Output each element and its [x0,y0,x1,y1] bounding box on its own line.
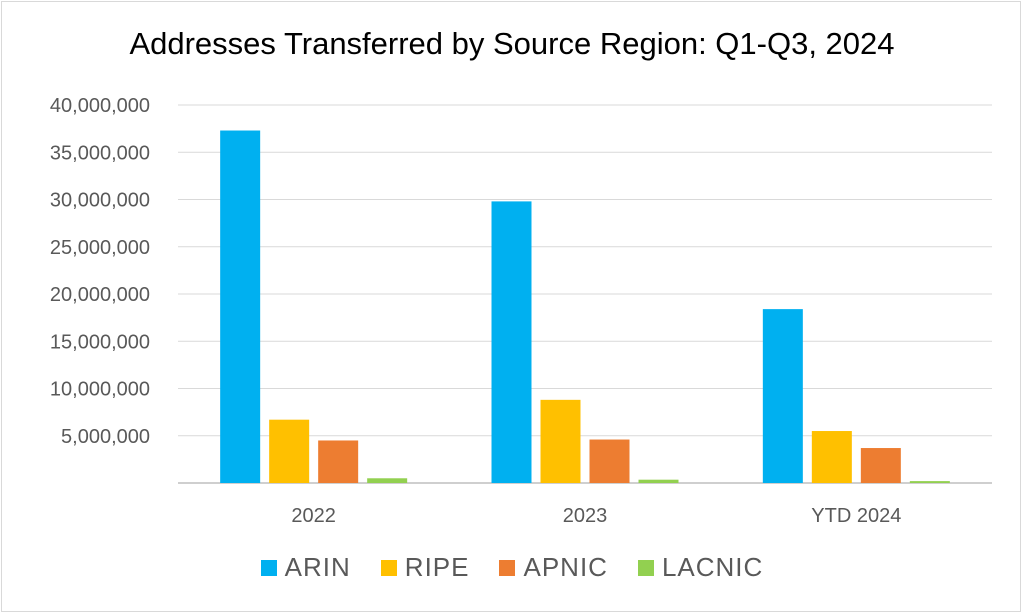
bar-ripe-2023 [540,399,581,483]
y-tick-label: 40,000,000 [50,95,150,117]
chart-title: Addresses Transferred by Source Region: … [129,26,895,61]
legend-label: LACNIC [661,552,764,582]
y-tick-label: 30,000,000 [50,190,150,212]
bar-apnic-2022 [318,440,359,483]
y-tick-label: 10,000,000 [50,379,150,401]
bar-ripe-2022 [269,419,310,483]
legend-item-apnic: APNIC [499,552,607,583]
x-category-label: YTD 2024 [811,505,901,527]
bar-lacnic-ytd-2024 [909,481,950,483]
bar-lacnic-2022 [367,478,408,483]
legend-swatch [499,559,516,576]
legend-item-ripe: RIPE [380,552,470,583]
y-tick-label: 25,000,000 [50,237,150,259]
legend-label: APNIC [523,552,608,582]
y-tick-label: 15,000,000 [50,331,150,353]
x-category-label: 2023 [563,505,608,527]
bar-arin-2022 [220,130,261,483]
legend-swatch [260,559,277,576]
chart-legend: ARIN RIPE APNIC LACNIC [0,552,1024,583]
bar-arin-2023 [491,201,532,483]
legend-swatch [380,559,397,576]
x-category-label: 2022 [291,505,336,527]
bar-lacnic-2023 [638,479,679,483]
legend-label: RIPE [404,552,470,582]
bar-ripe-ytd-2024 [811,431,852,483]
y-tick-label: 35,000,000 [50,142,150,164]
y-tick-label: 20,000,000 [50,284,150,306]
bar-apnic-2023 [589,439,630,483]
legend-label: ARIN [284,552,351,582]
legend-item-lacnic: LACNIC [637,552,764,583]
y-tick-label: 5,000,000 [61,426,150,448]
legend-swatch [637,559,654,576]
bar-arin-ytd-2024 [762,309,803,483]
legend-item-arin: ARIN [260,552,351,583]
bar-apnic-ytd-2024 [860,448,901,483]
